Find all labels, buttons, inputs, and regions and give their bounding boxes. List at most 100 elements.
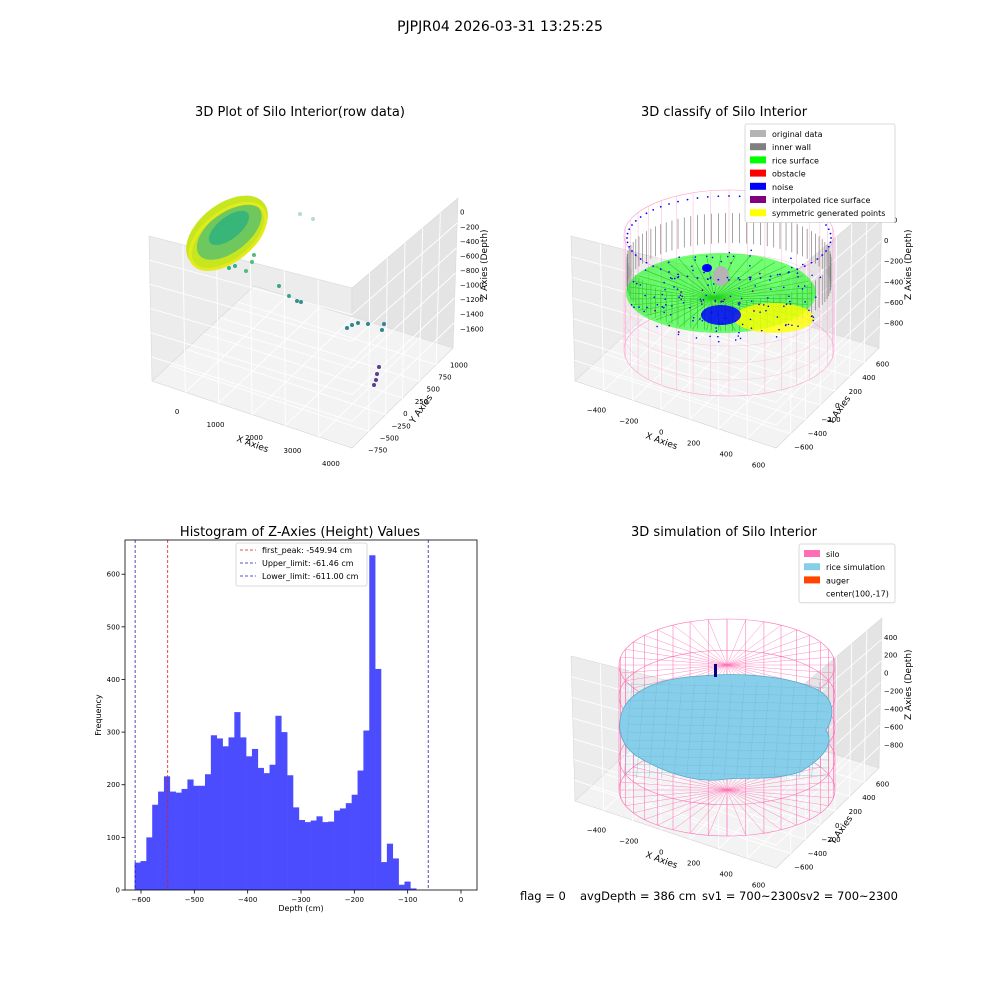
panel1-y-ticks: 1000 750 500 250 0 −250 −500 −750 <box>368 361 468 454</box>
panel2-x-tick-label: 400 <box>719 450 732 458</box>
grid-line <box>775 283 881 380</box>
histogram-bars <box>134 555 417 890</box>
panel-raw-data: 3D Plot of Silo Interior(row data) 01000… <box>148 105 490 468</box>
interpolated-point <box>728 308 731 311</box>
noise-point <box>692 319 694 322</box>
panel4-z-tick-label: 200 <box>884 652 897 660</box>
panel-classify: 3D classify of Silo Interior −400 −200 0 20… <box>570 105 914 470</box>
noise-point <box>738 195 741 198</box>
rice-mesh-line <box>798 681 808 779</box>
original-data-cluster <box>713 266 729 286</box>
noise-point <box>782 286 785 289</box>
silo-top-spoke <box>726 649 829 666</box>
panel1-z-tick-label: −1400 <box>460 311 484 319</box>
panel2-y-tick-label: 0 <box>835 402 839 410</box>
interpolated-point <box>681 295 684 298</box>
raw-point <box>250 260 254 264</box>
x-tick-label: −600 <box>131 896 150 904</box>
histogram-bar <box>310 820 317 890</box>
noise-point <box>663 281 665 284</box>
rice-surface-ray <box>713 297 809 306</box>
histogram-bar <box>381 862 388 890</box>
panel2-y-tick-label: −200 <box>821 416 840 424</box>
noise-point <box>682 301 685 304</box>
silo-top-spoke <box>644 635 728 666</box>
status-sv1: sv1 = 700~2300 <box>702 889 800 903</box>
auger-marker <box>714 664 717 677</box>
noise-point <box>749 265 751 267</box>
panel2-x-tick-label: 200 <box>687 439 700 447</box>
rice-surface-ray <box>633 280 715 299</box>
rice-mesh-line <box>623 681 633 779</box>
panel4-legend-label: auger <box>826 576 850 585</box>
panel2-legend-swatch <box>750 209 766 217</box>
noise-point <box>653 296 656 298</box>
panel1-x-tick-label: 1000 <box>207 421 225 429</box>
noise-point <box>728 195 730 197</box>
silo-top-spoke <box>726 641 821 666</box>
raw-point <box>350 323 354 327</box>
noise-point <box>671 305 673 307</box>
panel-histogram: Histogram of Z-Axies (Height) Values −60… <box>94 525 478 913</box>
panel4-x-ticks: −400 −200 0 200 400 600 <box>587 827 765 890</box>
noise-point <box>628 245 631 248</box>
interpolated-point <box>749 276 752 279</box>
noise-point <box>705 294 708 297</box>
noise-point <box>665 303 667 306</box>
x-tick-label: 0 <box>459 896 463 904</box>
noise-point <box>701 303 703 305</box>
noise-point <box>749 278 752 280</box>
panel1-x-tick-label: 3000 <box>284 447 302 455</box>
rice-mesh-line <box>625 699 831 705</box>
histogram-bar <box>199 785 206 890</box>
raw-disc-rim <box>188 201 268 271</box>
histogram-bar <box>240 737 247 890</box>
raw-point <box>345 326 349 330</box>
panel2-x-ticks: −400 −200 0 200 400 600 <box>587 407 765 470</box>
noise-point <box>638 306 640 308</box>
noise-point <box>737 277 740 279</box>
y-tick-label: 600 <box>107 571 120 579</box>
panel4-z-tick-label: −600 <box>884 723 903 731</box>
rice-surface-ray <box>713 265 787 299</box>
noise-point <box>726 276 729 279</box>
panel4-legend-label: silo <box>826 550 840 559</box>
noise-point <box>664 298 667 301</box>
histogram-legend-label: Upper_limit: -61.46 cm <box>262 559 354 568</box>
panel2-z-label: Z Axies (Depth) <box>904 229 914 300</box>
rice-surface-ray <box>630 297 715 300</box>
noise-point <box>801 288 804 290</box>
rice-mesh-line <box>625 683 831 689</box>
grid-line <box>775 746 880 846</box>
noise-point <box>750 249 753 252</box>
noise-point <box>734 320 737 322</box>
interpolated-point <box>751 290 754 293</box>
panel1-axes-box <box>148 197 459 449</box>
noise-point <box>646 306 648 309</box>
noise-point <box>829 241 832 244</box>
noise-point <box>703 271 705 274</box>
histogram-legend-label: Lower_limit: -611.00 cm <box>262 572 359 581</box>
silo-top-spoke <box>726 621 765 666</box>
rice-surface-ray <box>666 297 715 325</box>
noise-point <box>779 273 781 276</box>
noise-point <box>830 237 832 239</box>
noise-point <box>710 276 712 279</box>
noise-point <box>664 288 666 291</box>
rice-mesh-line <box>811 681 820 779</box>
noise-point <box>797 276 799 278</box>
noise-point <box>776 273 779 276</box>
noise-point <box>635 282 638 285</box>
panel4-legend-swatch <box>804 563 820 571</box>
panel4-y-tick-label: −600 <box>794 864 813 872</box>
status-sv2: sv2 = 700~2300 <box>800 889 898 903</box>
noise-point <box>711 256 714 259</box>
rice-mesh-line <box>625 731 831 737</box>
rice-mesh-line <box>625 707 831 713</box>
noise-point <box>689 306 691 309</box>
panel2-legend-label: obstacle <box>772 170 806 179</box>
silo-top-spoke <box>625 649 728 666</box>
histogram-bar <box>363 730 370 890</box>
silo-bottom-spoke <box>726 766 821 791</box>
silo-top-spoke <box>672 625 728 666</box>
